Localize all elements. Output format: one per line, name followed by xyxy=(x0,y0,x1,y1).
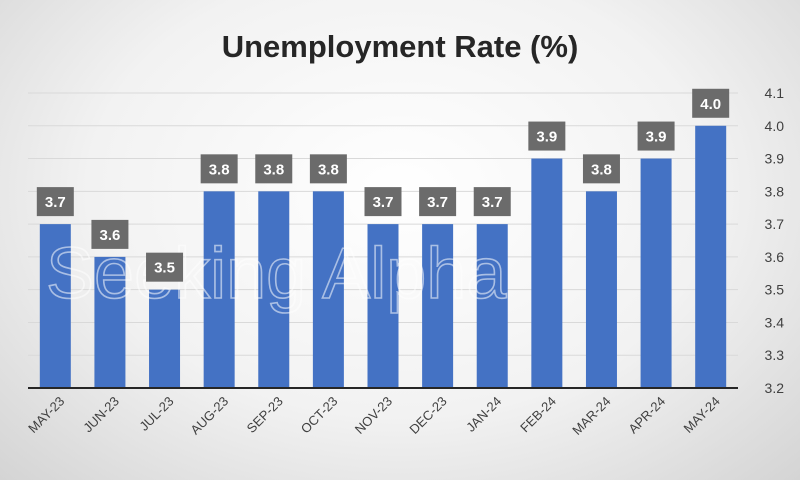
data-label-value: 3.8 xyxy=(318,161,339,178)
x-tick-label: APR-24 xyxy=(625,394,668,437)
data-label-box xyxy=(582,154,620,184)
bar-feb-24 xyxy=(531,158,563,388)
data-label-box xyxy=(364,187,402,217)
data-label-box xyxy=(255,154,293,184)
bar-oct-23 xyxy=(312,191,344,388)
data-label-value: 3.7 xyxy=(427,194,448,211)
y-tick-label: 3.4 xyxy=(765,314,785,330)
data-label-value: 3.7 xyxy=(373,194,394,211)
x-tick-label: AUG-23 xyxy=(187,394,231,438)
data-label: 3.9 xyxy=(528,121,566,151)
data-label: 3.7 xyxy=(473,187,511,217)
x-tick-label: DEC-23 xyxy=(406,394,449,437)
x-tick-label: MAR-24 xyxy=(569,394,613,438)
bar-jun-23 xyxy=(94,256,126,388)
data-label-box xyxy=(637,121,675,151)
data-label-box xyxy=(528,121,566,151)
bar-jan-24 xyxy=(476,224,508,388)
x-tick-label: JUL-23 xyxy=(136,394,176,434)
data-label: 3.5 xyxy=(146,252,184,282)
bar-may-23 xyxy=(39,224,71,388)
data-label: 3.7 xyxy=(419,187,457,217)
y-tick-label: 3.9 xyxy=(765,151,785,167)
data-label: 3.8 xyxy=(200,154,238,184)
data-label-box xyxy=(146,252,184,282)
data-label-box xyxy=(309,154,347,184)
y-tick-label: 4.0 xyxy=(765,118,785,134)
data-label-box xyxy=(473,187,511,217)
y-tick-label: 3.5 xyxy=(765,282,785,298)
chart-title: Unemployment Rate (%) xyxy=(222,29,579,64)
data-label-value: 3.7 xyxy=(482,194,503,211)
y-tick-label: 3.8 xyxy=(765,183,785,199)
data-label-value: 3.7 xyxy=(45,194,66,211)
x-tick-label: JUN-23 xyxy=(80,394,122,436)
x-tick-label: OCT-23 xyxy=(298,394,341,437)
x-tick-label: NOV-23 xyxy=(352,394,395,437)
y-tick-label: 3.3 xyxy=(765,347,785,363)
data-label: 3.8 xyxy=(309,154,347,184)
data-label-value: 3.9 xyxy=(646,129,667,146)
data-label-value: 3.8 xyxy=(591,161,612,178)
data-label-value: 3.8 xyxy=(209,161,230,178)
x-tick-label: MAY-23 xyxy=(25,394,67,436)
data-label-box xyxy=(36,187,74,217)
x-tick-label: MAY-24 xyxy=(681,394,723,436)
bar-dec-23 xyxy=(422,224,454,388)
data-labels: 3.7 3.6 3.5 3.8 3.8 3.8 3.7 3.7 3.7 3.9 3.8 3.9 4.0 xyxy=(36,88,730,282)
data-label: 3.7 xyxy=(364,187,402,217)
y-tick-label: 4.1 xyxy=(765,85,785,101)
x-tick-label: JAN-24 xyxy=(463,394,504,435)
data-label-box xyxy=(91,219,129,249)
y-tick-label: 3.2 xyxy=(765,380,785,396)
bar-nov-23 xyxy=(367,224,399,388)
bar-may-24 xyxy=(695,125,727,389)
data-label-value: 3.6 xyxy=(99,227,120,244)
bar-apr-24 xyxy=(640,158,672,388)
data-label: 3.8 xyxy=(255,154,293,184)
data-label-value: 3.5 xyxy=(154,260,175,277)
x-tick-label: SEP-23 xyxy=(244,394,286,436)
bar-mar-24 xyxy=(585,191,617,388)
data-label-value: 4.0 xyxy=(700,96,721,113)
x-tick-label: FEB-24 xyxy=(517,394,559,436)
data-label-box xyxy=(419,187,457,217)
data-label: 3.8 xyxy=(582,154,620,184)
bar-jul-23 xyxy=(149,289,181,388)
data-label-value: 3.9 xyxy=(536,129,557,146)
data-label: 3.7 xyxy=(36,187,74,217)
data-label-box xyxy=(692,88,730,118)
data-label: 3.9 xyxy=(637,121,675,151)
data-label-box xyxy=(200,154,238,184)
data-label: 3.6 xyxy=(91,219,129,249)
bar-sep-23 xyxy=(258,191,290,388)
data-label: 4.0 xyxy=(692,88,730,118)
data-label-value: 3.8 xyxy=(263,161,284,178)
bars xyxy=(39,125,727,389)
y-tick-label: 3.7 xyxy=(765,216,785,232)
bar-aug-23 xyxy=(203,191,235,388)
y-tick-label: 3.6 xyxy=(765,249,785,265)
